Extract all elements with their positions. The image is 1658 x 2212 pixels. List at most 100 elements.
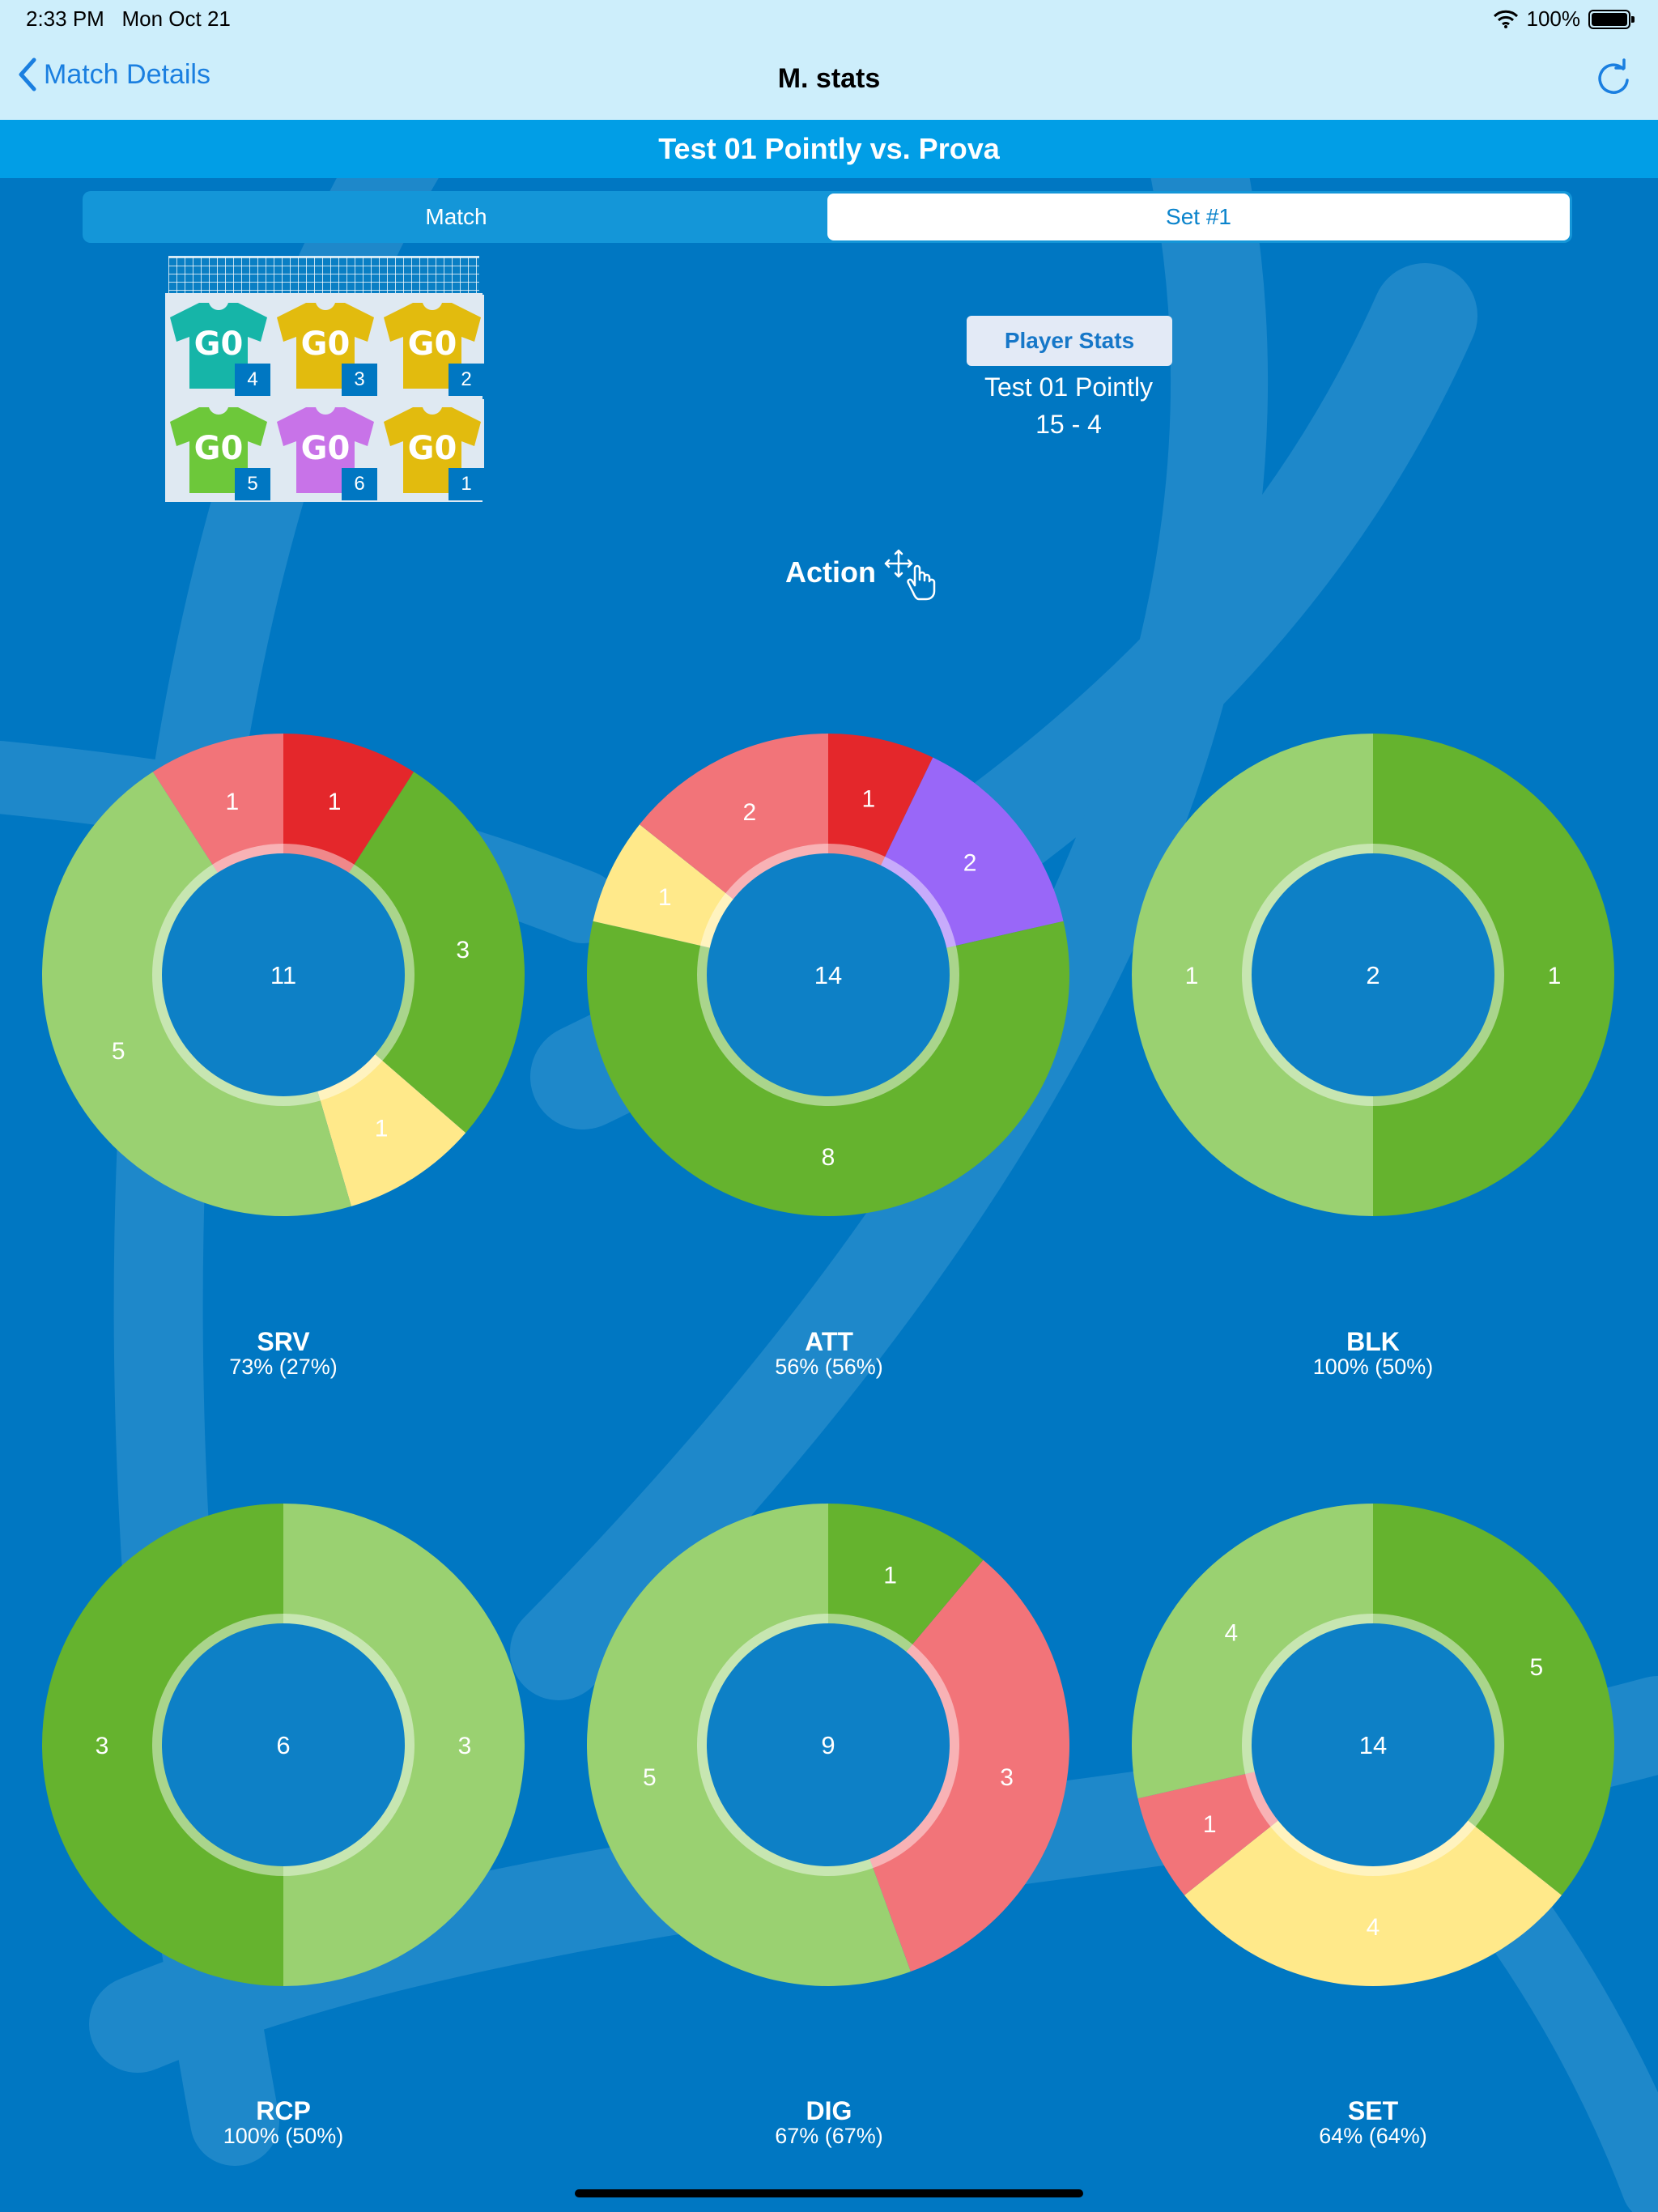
att-label: ATT 56% (56%) xyxy=(708,1328,950,1378)
net-graphic xyxy=(168,256,479,293)
dig-title: DIG xyxy=(806,2096,852,2125)
set-title: SET xyxy=(1347,2096,1399,2125)
rcp-title: RCP xyxy=(256,2096,311,2125)
battery-icon xyxy=(1588,9,1635,29)
donut-hole xyxy=(1252,1623,1494,1866)
status-clock: 2:33 PM xyxy=(26,6,104,31)
slice-value-label: 1 xyxy=(375,1115,389,1142)
set-score: 15 - 4 xyxy=(1035,410,1102,439)
rotation-slot[interactable]: G0 6 xyxy=(274,399,377,500)
rotation-slot[interactable]: G0 5 xyxy=(167,399,270,500)
rotation-slot[interactable]: G0 4 xyxy=(167,295,270,396)
set-label: SET 64% (64%) xyxy=(1252,2097,1494,2147)
rcp-label: RCP 100% (50%) xyxy=(162,2097,405,2147)
donut-total: 2 xyxy=(1366,961,1380,989)
slice-value-label: 1 xyxy=(883,1563,897,1589)
player-code: G0 xyxy=(407,430,457,467)
wifi-icon xyxy=(1493,10,1518,28)
match-title: Test 01 Pointly vs. Prova xyxy=(0,120,1658,178)
blk-percentage: 100% (50%) xyxy=(1312,1355,1434,1379)
slice-value-label: 5 xyxy=(1529,1654,1543,1681)
rcp-donut-chart: 3 3 6 xyxy=(42,1504,525,1986)
slice-value-label: 2 xyxy=(963,849,977,876)
team-name: Test 01 Pointly xyxy=(984,372,1154,402)
slice-value-label: 1 xyxy=(328,789,342,815)
player-code: G0 xyxy=(407,325,457,363)
slice-value-label: 1 xyxy=(1185,963,1199,989)
donut-total: 14 xyxy=(1359,1731,1387,1759)
slice-value-label: 3 xyxy=(96,1733,109,1759)
donut-total: 14 xyxy=(814,961,842,989)
player-code: G0 xyxy=(300,430,351,467)
slice-value-label: 1 xyxy=(658,884,672,911)
dig-label: DIG 67% (67%) xyxy=(708,2097,950,2147)
position-number: 5 xyxy=(235,468,270,500)
rcp-percentage: 100% (50%) xyxy=(223,2124,344,2148)
donut-total: 6 xyxy=(276,1731,290,1759)
status-time: 2:33 PM Mon Oct 21 xyxy=(26,6,231,32)
slice-value-label: 1 xyxy=(1548,963,1562,989)
segment-set-1[interactable]: Set #1 xyxy=(827,194,1570,240)
position-number: 4 xyxy=(235,364,270,396)
slice-value-label: 1 xyxy=(862,786,876,813)
donut-hole xyxy=(707,1623,950,1866)
navigation-bar: Match Details M. stats xyxy=(0,39,1658,121)
blk-title: BLK xyxy=(1346,1327,1400,1356)
status-indicators: 100% xyxy=(1493,6,1635,32)
slice-value-label: 3 xyxy=(456,937,470,963)
set-percentage: 64% (64%) xyxy=(1319,2124,1427,2148)
donut-hole xyxy=(162,1623,405,1866)
position-number: 6 xyxy=(342,468,377,500)
donut-hole xyxy=(162,853,405,1096)
scope-segmented-control: Match Set #1 xyxy=(83,191,1572,243)
slice-value-label: 8 xyxy=(822,1144,835,1171)
player-code: G0 xyxy=(193,430,244,467)
blk-donut-chart: 1 1 2 xyxy=(1132,734,1614,1216)
donut-slice[interactable] xyxy=(283,772,525,1134)
slice-value-label: 3 xyxy=(1000,1764,1014,1791)
drag-hand-icon[interactable] xyxy=(882,547,939,602)
refresh-icon[interactable] xyxy=(1593,58,1634,99)
rotation-slot[interactable]: G0 2 xyxy=(380,295,484,396)
status-date: Mon Oct 21 xyxy=(121,6,231,31)
slice-value-label: 1 xyxy=(226,789,240,815)
position-number: 3 xyxy=(342,364,377,396)
donut-slice[interactable] xyxy=(828,1559,1069,1972)
slice-value-label: 4 xyxy=(1367,1914,1380,1941)
player-stats-button[interactable]: Player Stats xyxy=(967,316,1172,366)
rotation-slot[interactable]: G0 1 xyxy=(380,399,484,500)
blk-label: BLK 100% (50%) xyxy=(1252,1328,1494,1378)
srv-percentage: 73% (27%) xyxy=(229,1355,338,1379)
slice-value-label: 2 xyxy=(742,799,756,826)
position-number: 1 xyxy=(449,468,484,500)
srv-label: SRV 73% (27%) xyxy=(162,1328,405,1378)
donut-hole xyxy=(1252,853,1494,1096)
position-number: 2 xyxy=(449,364,484,396)
player-code: G0 xyxy=(193,325,244,363)
slice-value-label: 5 xyxy=(112,1038,125,1065)
player-code: G0 xyxy=(300,325,351,363)
back-button[interactable]: Match Details xyxy=(16,57,210,92)
slice-value-label: 4 xyxy=(1225,1619,1239,1646)
page-title: M. stats xyxy=(777,63,881,94)
donut-hole xyxy=(707,853,950,1096)
rotation-slot[interactable]: G0 3 xyxy=(274,295,377,396)
att-percentage: 56% (56%) xyxy=(775,1355,883,1379)
donut-total: 11 xyxy=(270,961,296,989)
battery-percent: 100% xyxy=(1526,6,1581,31)
status-bar: 2:33 PM Mon Oct 21 100% xyxy=(0,0,1658,39)
action-label: Action xyxy=(785,555,876,589)
att-title: ATT xyxy=(805,1327,853,1356)
donut-slice[interactable] xyxy=(1373,1504,1615,1895)
slice-value-label: 5 xyxy=(643,1764,657,1791)
chevron-left-icon xyxy=(19,57,36,91)
slice-value-label: 1 xyxy=(1203,1811,1217,1838)
court-grid: G0 4 G0 3 G0 2 G0 5 G0 6 G0 1 xyxy=(165,293,484,502)
back-button-label: Match Details xyxy=(44,58,210,90)
donut-total: 9 xyxy=(821,1731,835,1759)
segment-match[interactable]: Match xyxy=(425,204,487,229)
dig-donut-chart: 1 3 5 9 xyxy=(587,1504,1069,1986)
